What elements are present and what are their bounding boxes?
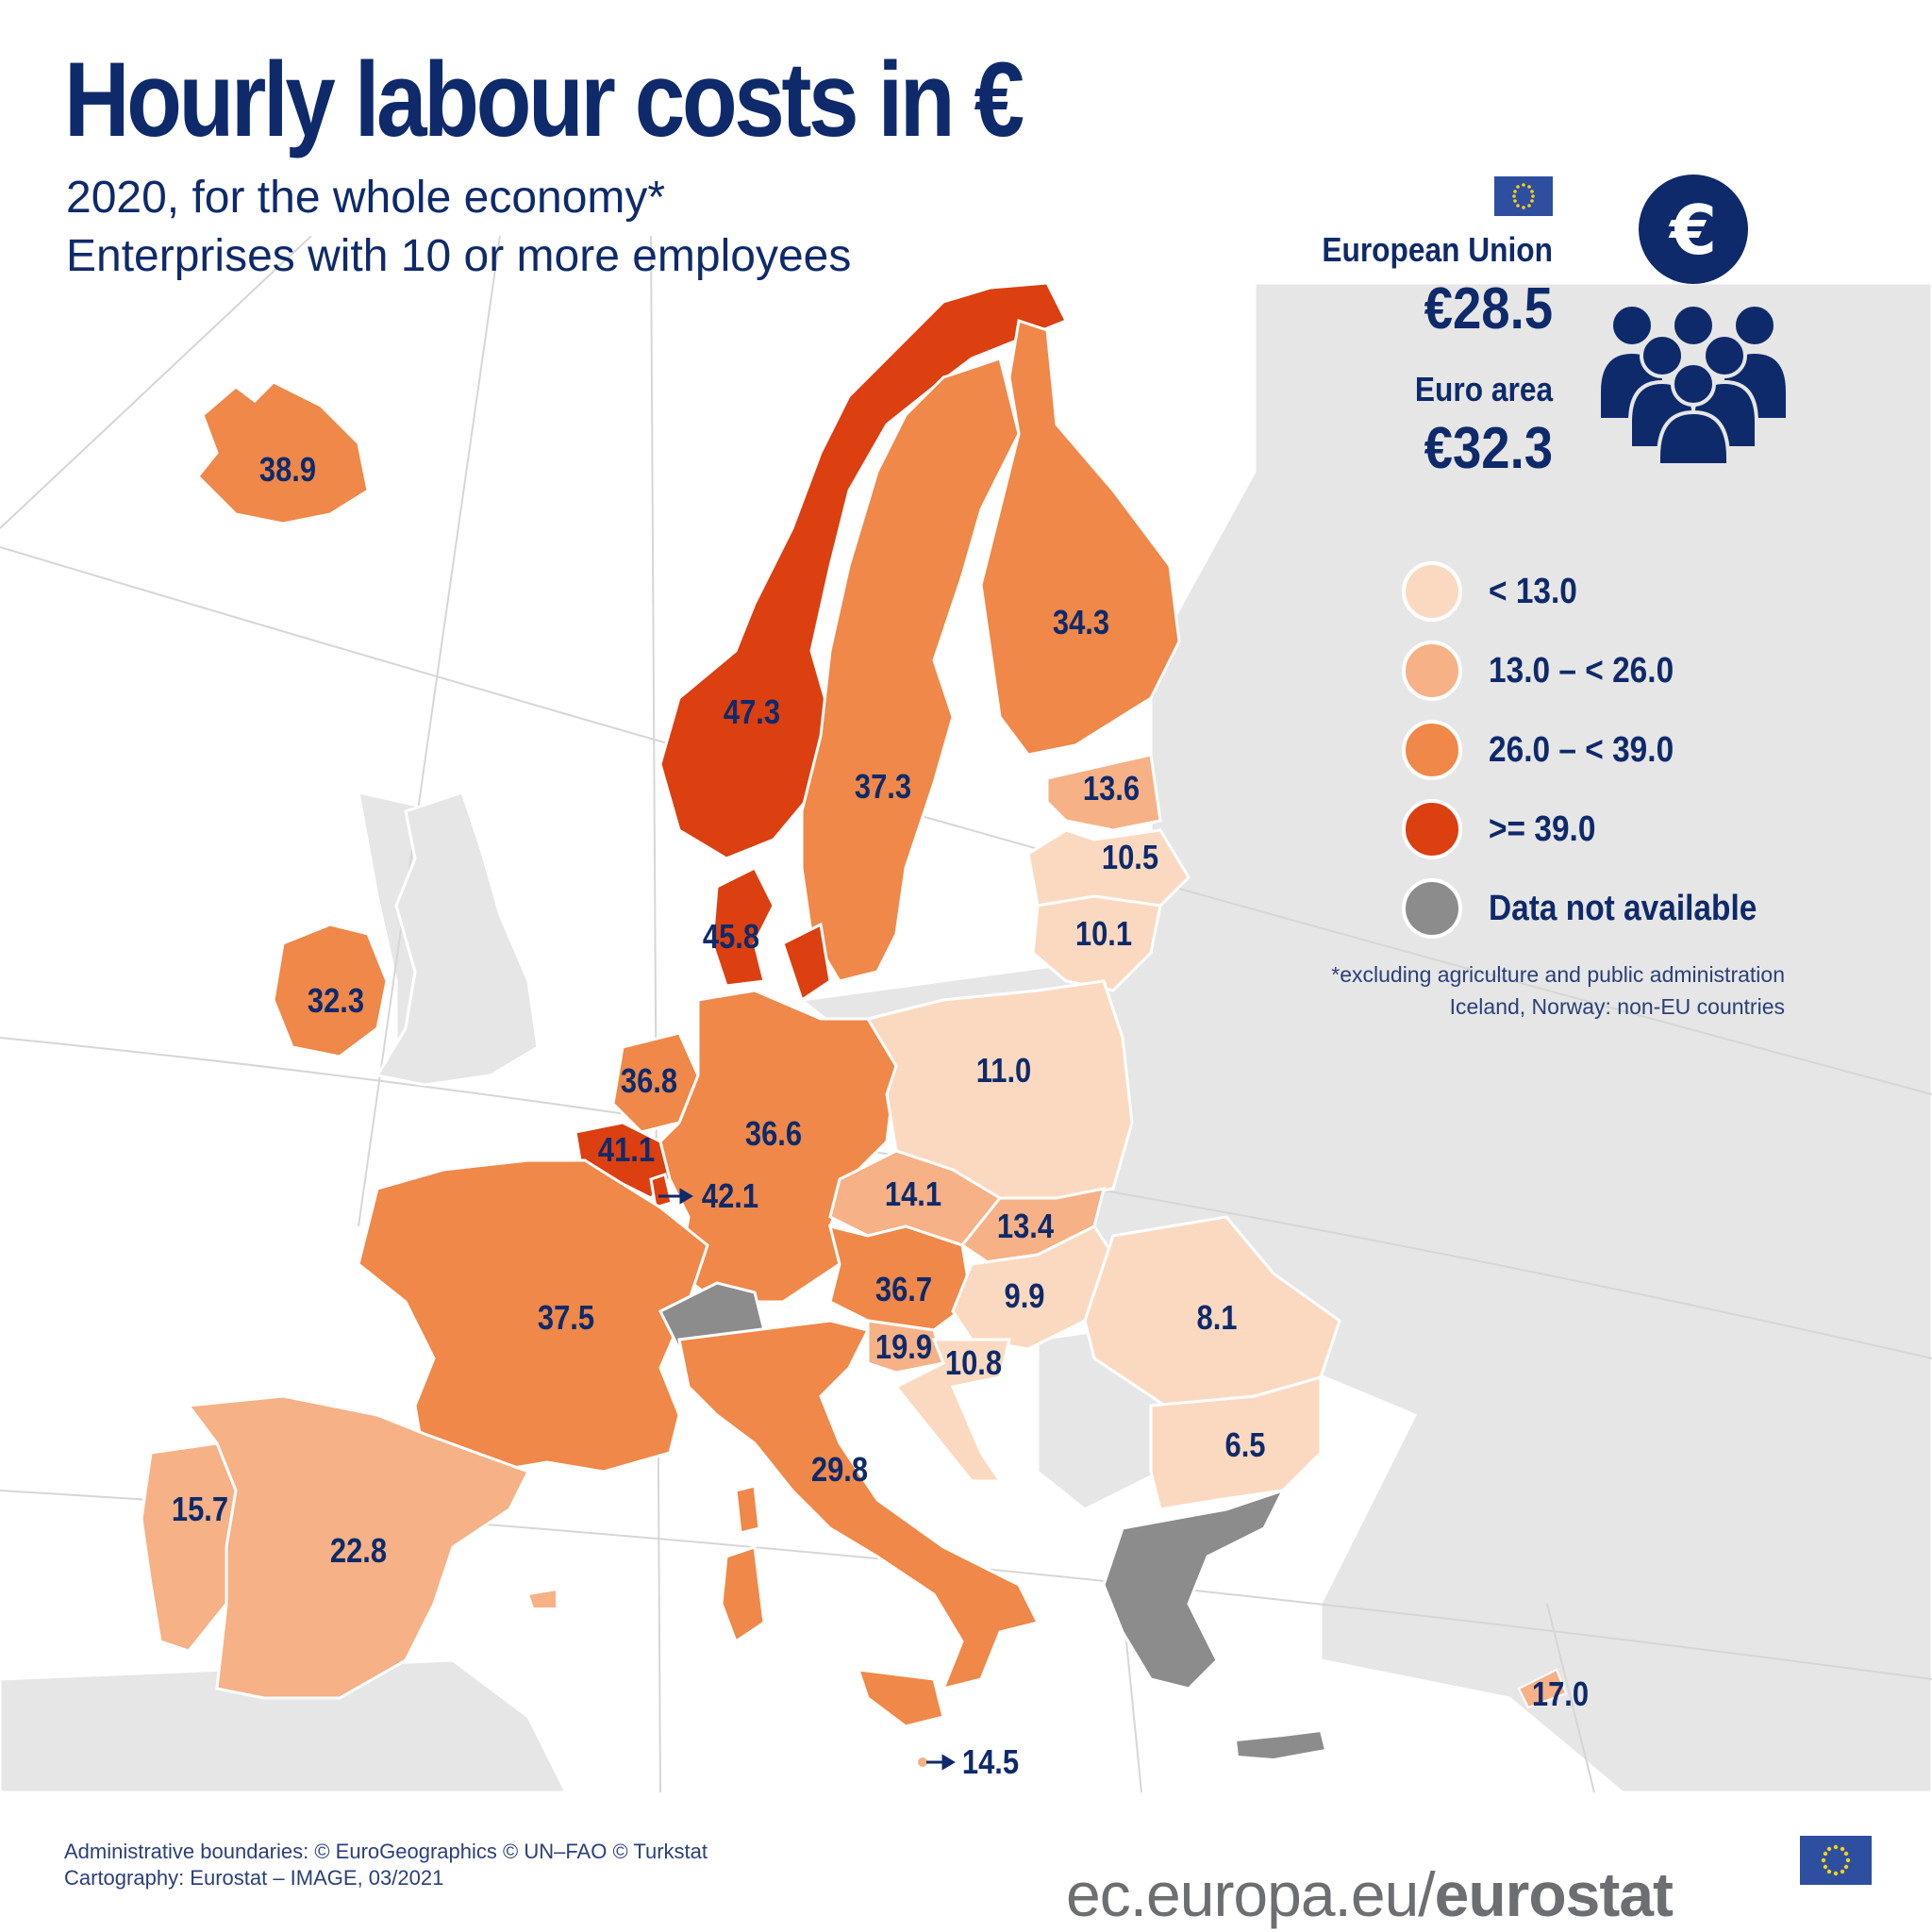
eurostat-link[interactable]: ec.europa.eu/eurostat — [1066, 1858, 1674, 1930]
label-belgium: 41.1 — [597, 1130, 656, 1169]
page-title: Hourly labour costs in € — [64, 41, 1024, 158]
country-sweden[interactable] — [800, 357, 1021, 983]
legend-item-class-1: < 13.0 — [1402, 552, 1793, 631]
country-cyprus[interactable] — [1517, 1668, 1568, 1709]
subtitle-year: 2020, for the whole economy* — [66, 173, 666, 223]
svg-text:€: € — [1668, 191, 1717, 270]
country-italy[interactable] — [677, 1319, 1041, 1691]
label-slovakia: 13.4 — [996, 1207, 1055, 1245]
label-norway: 47.3 — [723, 692, 781, 731]
url-eurostat: eurostat — [1434, 1859, 1674, 1929]
label-ireland: 32.3 — [307, 981, 365, 1020]
island-sardinia[interactable] — [720, 1544, 766, 1644]
credit-boundaries: Administrative boundaries: © EuroGeograp… — [64, 1840, 708, 1863]
island-balearics[interactable] — [526, 1588, 558, 1609]
legend-label: 13.0 – < 26.0 — [1489, 650, 1674, 691]
legend-swatch-icon — [1402, 720, 1462, 780]
country-iceland[interactable] — [195, 380, 370, 525]
label-italy: 29.8 — [810, 1450, 869, 1489]
label-spain: 22.8 — [329, 1531, 388, 1570]
legend-item-no-data: Data not available — [1402, 869, 1793, 948]
label-cyprus: 17.0 — [1531, 1674, 1590, 1713]
header-band — [0, 0, 1932, 236]
country-portugal[interactable] — [140, 1441, 238, 1653]
legend-swatch-icon — [1402, 561, 1462, 622]
label-lithuania: 10.1 — [1074, 914, 1133, 953]
country-austria[interactable] — [827, 1224, 974, 1332]
island-sicily[interactable] — [856, 1668, 945, 1728]
label-romania: 8.1 — [1196, 1298, 1238, 1337]
label-bulgaria: 6.5 — [1224, 1425, 1266, 1464]
subtitle-scope: Enterprises with 10 or more employees — [66, 231, 852, 281]
legend-label: < 13.0 — [1489, 571, 1577, 611]
eu-aggregate-value: €28.5 — [1424, 276, 1553, 341]
eu-flag-icon — [1494, 176, 1553, 216]
country-slovenia[interactable] — [866, 1319, 945, 1374]
label-france: 37.5 — [537, 1298, 595, 1337]
legend-item-class-4: >= 39.0 — [1402, 790, 1793, 869]
legend: < 13.0 13.0 – < 26.0 26.0 – < 39.0 >= 39… — [1402, 552, 1793, 948]
label-malta: 14.5 — [961, 1742, 1020, 1781]
credit-cartography: Cartography: Eurostat – IMAGE, 03/2021 — [64, 1866, 444, 1890]
label-croatia: 10.8 — [944, 1343, 1003, 1382]
leader-arrows — [658, 1188, 956, 1771]
island-corsica[interactable] — [734, 1484, 761, 1535]
legend-label: Data not available — [1489, 888, 1757, 928]
country-france[interactable] — [357, 1158, 709, 1474]
footer-band — [0, 1797, 1932, 1932]
country-estonia[interactable] — [1045, 753, 1162, 832]
label-portugal: 15.7 — [171, 1490, 229, 1528]
country-greece — [1102, 1488, 1286, 1690]
label-denmark: 45.8 — [702, 917, 760, 956]
label-latvia: 10.5 — [1101, 838, 1159, 876]
legend-swatch-icon — [1402, 641, 1462, 701]
label-iceland: 38.9 — [258, 450, 317, 489]
eu-aggregate-label: European Union — [1322, 230, 1553, 269]
label-sweden: 37.3 — [854, 767, 912, 806]
url-domain: ec.europa.eu/ — [1066, 1859, 1436, 1929]
label-slovenia: 19.9 — [874, 1327, 933, 1366]
label-germany: 36.6 — [744, 1114, 803, 1153]
legend-label: >= 39.0 — [1489, 808, 1596, 849]
footnote-non-eu: Iceland, Norway: non-EU countries — [1449, 994, 1785, 1019]
legend-item-class-3: 26.0 – < 39.0 — [1402, 710, 1793, 790]
euro-area-value: €32.3 — [1424, 416, 1553, 481]
country-malta[interactable] — [918, 1757, 927, 1767]
euro-people-icon: € — [1597, 175, 1790, 467]
eu-flag-icon — [1800, 1836, 1872, 1885]
island-crete — [1234, 1729, 1327, 1761]
country-uk — [375, 791, 540, 1087]
legend-swatch-icon — [1402, 799, 1462, 859]
country-lithuania[interactable] — [1031, 894, 1162, 992]
footnote-exclusions: *excluding agriculture and public admini… — [1331, 962, 1785, 987]
country-germany[interactable] — [658, 989, 898, 1304]
label-estonia: 13.6 — [1082, 769, 1141, 808]
country-croatia[interactable] — [893, 1338, 1011, 1483]
label-austria: 36.7 — [874, 1270, 933, 1308]
country-ireland[interactable] — [272, 923, 389, 1058]
label-hungary: 9.9 — [1004, 1276, 1045, 1315]
legend-label: 26.0 – < 39.0 — [1489, 729, 1674, 770]
legend-item-class-2: 13.0 – < 26.0 — [1402, 631, 1793, 710]
country-finland[interactable] — [979, 319, 1181, 757]
label-netherlands: 36.8 — [620, 1061, 678, 1100]
euro-area-label: Euro area — [1414, 370, 1553, 408]
label-czechia: 14.1 — [884, 1174, 942, 1213]
legend-swatch-icon — [1402, 878, 1462, 939]
country-denmark[interactable] — [710, 865, 832, 1003]
label-finland: 34.3 — [1052, 603, 1110, 641]
label-poland: 11.0 — [975, 1051, 1032, 1090]
country-luxembourg[interactable] — [649, 1173, 674, 1209]
country-norway[interactable] — [658, 281, 1069, 860]
country-spain[interactable] — [186, 1394, 531, 1700]
label-luxembourg: 42.1 — [701, 1176, 759, 1215]
